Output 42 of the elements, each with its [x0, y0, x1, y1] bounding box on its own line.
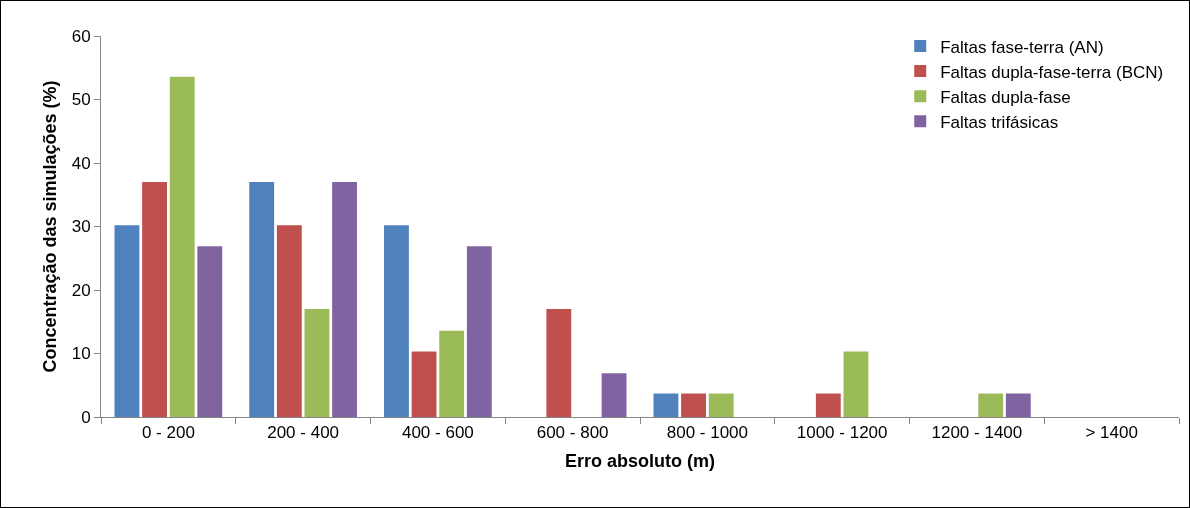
bar: [815, 393, 841, 417]
y-tick-label: 10: [71, 344, 91, 364]
bar: [384, 225, 409, 417]
bar: [708, 393, 734, 417]
bar: [843, 351, 869, 417]
y-tick-label: 40: [71, 153, 91, 173]
x-tick-label: 200 - 400: [267, 423, 340, 443]
bar: [653, 393, 679, 417]
x-axis-title: Erro absoluto (m): [564, 450, 716, 471]
bar: [466, 246, 492, 417]
legend-label: Faltas dupla-fase: [940, 87, 1071, 107]
y-tick-label: 30: [71, 217, 91, 237]
bar: [304, 309, 330, 417]
bar: [411, 351, 437, 417]
bar: [978, 393, 1004, 417]
x-tick-label: 800 - 1000: [666, 423, 749, 443]
legend-label: Faltas dupla-fase-terra (BCN): [940, 62, 1164, 82]
bar: [249, 182, 275, 417]
bar: [332, 182, 357, 417]
bar: [439, 330, 465, 417]
bar: [114, 225, 140, 417]
legend-label: Faltas fase-terra (AN): [940, 37, 1104, 57]
bar: [142, 182, 167, 417]
bar: [197, 246, 223, 417]
bar: [681, 393, 706, 417]
x-tick-label: 400 - 600: [401, 423, 474, 443]
bar: [169, 76, 195, 417]
legend-label: Faltas trifásicas: [940, 112, 1059, 132]
x-tick-label: > 1400: [1085, 423, 1138, 443]
x-tick-label: 600 - 800: [536, 423, 609, 443]
bar: [276, 225, 302, 417]
bar: [546, 309, 572, 417]
x-tick-label: 0 - 200: [141, 423, 195, 443]
y-axis-title: Concentração das simulações (%): [39, 80, 60, 373]
y-tick-label: 20: [71, 280, 91, 300]
bar: [1005, 393, 1031, 417]
bar: [601, 373, 627, 417]
x-tick-label: 1000 - 1200: [796, 423, 888, 443]
y-tick-label: 50: [71, 90, 91, 110]
x-tick-label: 1200 - 1400: [931, 423, 1023, 443]
y-tick-label: 0: [81, 407, 91, 427]
y-tick-label: 60: [71, 26, 91, 46]
